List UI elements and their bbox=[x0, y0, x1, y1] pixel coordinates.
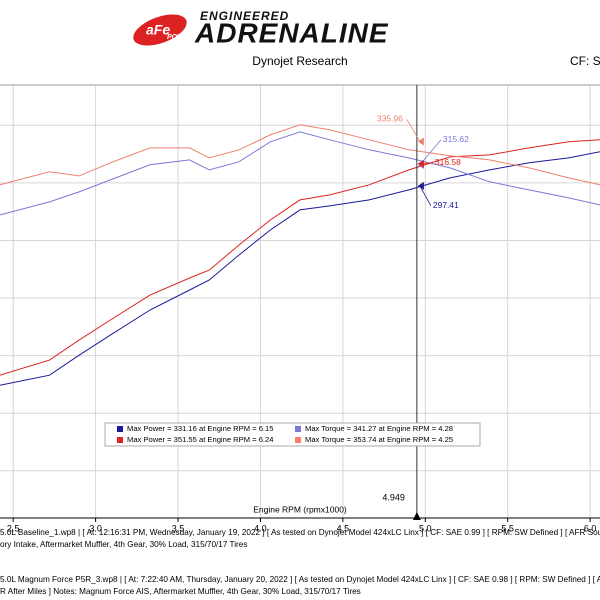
x-tick-label: 5.5 bbox=[501, 523, 514, 533]
tagline: ENGINEERED bbox=[200, 9, 289, 23]
plot: 2.5 3.0 3.5 4.0 4.5 5.0 5.5 6.0 4.949 297.41 315.6… bbox=[0, 84, 600, 533]
chart-subtitle: CF: SA bbox=[570, 54, 600, 68]
readout-label: 315.62 bbox=[443, 134, 469, 144]
legend-label: Max Torque = 353.74 at Engine RPM = 4.25 bbox=[305, 435, 453, 444]
legend-swatch bbox=[295, 437, 301, 443]
x-tick-label: 5.0 bbox=[419, 523, 432, 533]
series-line bbox=[0, 139, 600, 376]
cursor-label: 4.949 bbox=[382, 492, 405, 502]
logo-badge bbox=[133, 14, 187, 46]
footer-line: 5.0L Magnum Force P5R_3.wp8 | [ At: 7:22… bbox=[0, 575, 600, 584]
x-axis-label: Engine RPM (rpmx1000) bbox=[253, 504, 347, 514]
readout-marker bbox=[417, 137, 424, 146]
readout-label: 316.58 bbox=[435, 157, 461, 167]
x-tick-label: 4.5 bbox=[337, 523, 350, 533]
footer-line: R After Miles ] Notes: Magnum Force AIS,… bbox=[0, 587, 361, 596]
legend-box bbox=[104, 422, 481, 447]
chart-title: Dynojet Research bbox=[252, 54, 347, 68]
logo-mark: aFe bbox=[146, 22, 170, 38]
readout-label: 335.96 bbox=[377, 114, 403, 124]
legend-swatch bbox=[295, 426, 301, 432]
legend-label: Max Power = 351.55 at Engine RPM = 6.24 bbox=[127, 435, 273, 444]
brand: ADRENALINE bbox=[194, 17, 389, 48]
x-tick-label: 6.0 bbox=[584, 523, 597, 533]
x-tick-label: 4.0 bbox=[254, 523, 267, 533]
readout-leader bbox=[406, 119, 421, 142]
readout-marker bbox=[417, 159, 424, 168]
legend-label: Max Power = 331.16 at Engine RPM = 6.15 bbox=[127, 424, 273, 433]
legend-label: Max Torque = 341.27 at Engine RPM = 4.28 bbox=[305, 424, 453, 433]
readout-label: 297.41 bbox=[433, 200, 459, 210]
series-line bbox=[0, 131, 600, 216]
x-tick-label: 2.5 bbox=[7, 523, 20, 533]
footer: 5.0L Baseline_1.wp8 | [ At: 12:16:31 PM,… bbox=[0, 528, 600, 596]
footer-line: ory Intake, Aftermarket Muffler, 4th Gea… bbox=[0, 540, 247, 549]
x-tick-label: 3.5 bbox=[172, 523, 185, 533]
series-line bbox=[0, 124, 600, 186]
readout-leader bbox=[419, 185, 432, 207]
x-tick-label: 3.0 bbox=[89, 523, 102, 533]
logo: aFe POWER ENGINEERED ADRENALINE bbox=[133, 9, 389, 48]
readout-marker bbox=[417, 181, 424, 190]
legend-swatch bbox=[117, 426, 123, 432]
logo-sub: POWER bbox=[167, 34, 193, 41]
cursor-pointer bbox=[412, 512, 421, 520]
legend-swatch bbox=[117, 437, 123, 443]
series-line bbox=[0, 151, 600, 386]
footer-line: 5.0L Baseline_1.wp8 | [ At: 12:16:31 PM,… bbox=[0, 528, 600, 537]
